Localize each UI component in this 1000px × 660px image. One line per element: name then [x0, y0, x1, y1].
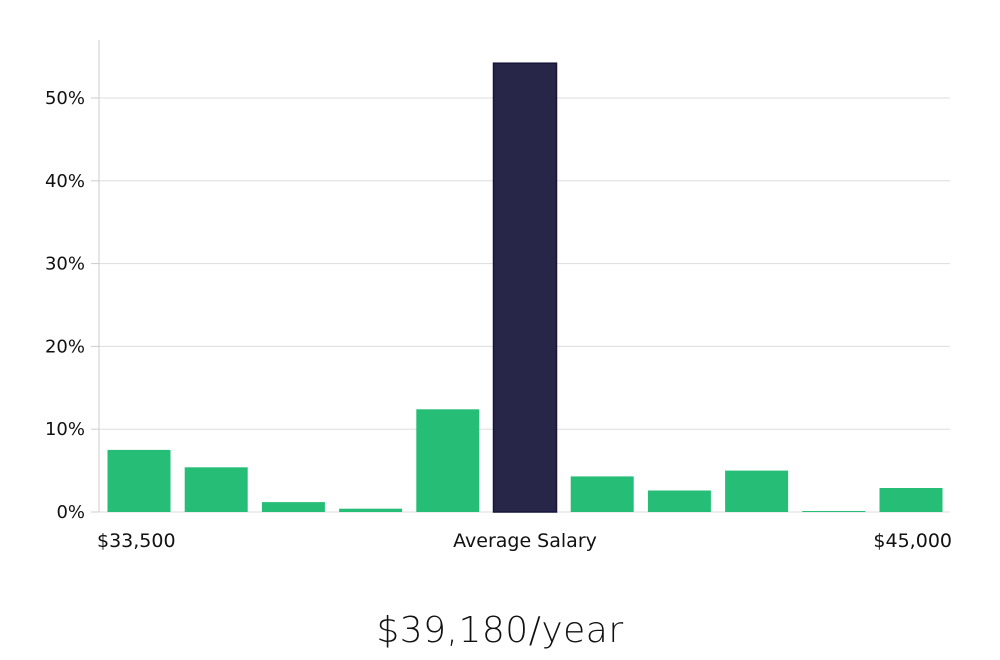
y-tick-labels: 0% 10% 20% 30% 40% 50%	[45, 88, 85, 523]
y-axis	[91, 40, 100, 513]
bar	[802, 511, 866, 512]
bars	[107, 62, 943, 513]
x-label-max: $45,000	[873, 530, 952, 552]
bar-average-salary	[492, 62, 558, 513]
bar	[647, 490, 711, 512]
bar	[570, 476, 634, 512]
average-salary-value: $39,180/year	[376, 610, 624, 651]
y-tick-label: 20%	[45, 336, 85, 357]
x-label-min: $33,500	[97, 530, 176, 552]
y-tick-label: 50%	[45, 88, 85, 109]
y-tick-label: 40%	[45, 171, 85, 192]
bar	[416, 409, 480, 512]
y-tick-label: 30%	[45, 254, 85, 275]
bar	[184, 467, 248, 512]
y-tick-label: 0%	[56, 502, 85, 523]
bar	[261, 502, 325, 512]
bar	[107, 449, 171, 512]
bar	[725, 470, 789, 512]
salary-distribution-chart: 0% 10% 20% 30% 40% 50% $33,500 Average Salary…	[45, 40, 952, 552]
bar	[879, 488, 943, 512]
y-tick-label: 10%	[45, 419, 85, 440]
bar	[339, 508, 403, 512]
x-label-average: Average Salary	[453, 530, 597, 552]
